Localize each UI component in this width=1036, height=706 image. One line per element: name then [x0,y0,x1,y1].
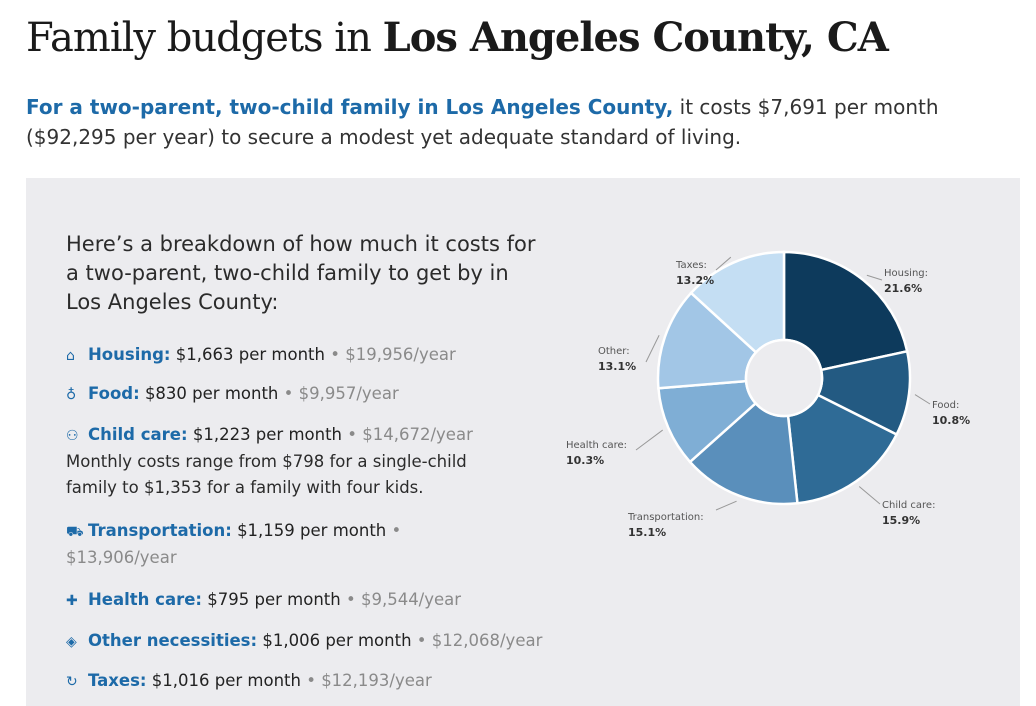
slice-category-label: Health care: [566,440,627,451]
apple-icon: ♁ [66,387,77,403]
title-location: Los Angeles County, CA [382,14,889,61]
leader-line [715,256,732,271]
item-label: Health care: [88,590,203,609]
intro-highlight: For a two-parent, two-child family in Lo… [26,95,674,119]
item-yearly: $14,672/year [362,425,473,444]
item-housing: ⌂ Housing: $1,663 per month • $19,956/yea… [66,342,586,369]
leader-line [914,394,931,405]
slice-category-label: Taxes: [675,260,707,271]
slice-value-label: 10.8% [932,414,970,427]
item-monthly: $1,663 per month [175,345,325,364]
item-health-care: ✚ Health care: $795 per month • $9,544/ye… [66,587,586,614]
slice-value-label: 15.9% [882,514,920,527]
item-child-care: ⚇ Child care: $1,223 per month • $14,672/… [66,422,586,501]
bus-icon: ⛟ [66,524,84,540]
item-label: Transportation: [88,521,232,540]
people-icon: ⚇ [66,428,79,444]
item-separator: • [411,631,432,650]
leader-line [866,274,883,281]
item-separator: • [340,590,361,609]
item-separator: • [300,671,322,690]
tag-icon: ◈ [66,634,77,650]
intro-rest: it costs $7,691 per month ($92,295 per y… [26,95,939,149]
item-monthly: $1,223 per month [192,425,343,444]
slice-value-label: 21.6% [884,282,922,295]
slice-category-label: Transportation: [627,512,704,523]
item-yearly: $9,544/year [360,590,462,609]
slice-category-label: Housing: [884,268,928,279]
item-label: Child care: [88,425,188,444]
item-yearly: $9,957/year [298,384,399,403]
slice-value-label: 15.1% [628,526,666,538]
item-separator: • [278,384,299,403]
slice-value-label: 13.1% [598,360,636,373]
budget-donut-chart: Housing: 21.6% Food: 10.8% Child care: 15.9% T… [566,250,970,538]
item-food: ♁ Food: $830 per month • $9,957/year [66,381,586,408]
item-transportation: ⛟ Transportation: $1,159 per month • $13,… [66,518,436,571]
item-label: Food: [88,384,140,403]
child-care-note: Monthly costs range from $798 for a sing… [66,452,467,497]
item-monthly: $1,159 per month [237,521,387,540]
item-monthly: $830 per month [144,384,279,403]
item-taxes: ↻ Taxes: $1,016 per month • $12,193/year [66,668,586,695]
item-monthly: $1,016 per month [151,671,301,690]
item-separator: • [342,425,363,444]
item-monthly: $795 per month [207,590,341,609]
item-label: Taxes: [88,671,147,690]
page-title: Family budgets in Los Angeles County, CA [26,14,889,61]
slice-value-label: 13.2% [676,274,714,287]
item-label: Housing: [88,345,171,364]
slice-category-label: Child care: [882,500,935,511]
slice-category-label: Other: [598,346,630,357]
item-separator: • [386,521,402,540]
item-monthly: $1,006 per month [262,631,412,650]
leader-line [635,429,663,451]
item-label: Other necessities: [88,631,258,650]
house-icon: ⌂ [66,348,75,364]
budget-panel: Here’s a breakdown of how much it costs … [26,178,1020,706]
donut-hole [744,338,824,418]
title-regular: Family budgets in [26,15,383,61]
leader-line [858,486,881,505]
item-yearly: $12,068/year [431,631,543,650]
item-yearly: $19,956/year [345,345,456,364]
slice-value-label: 10.3% [566,454,604,467]
item-separator: • [324,345,346,364]
leader-line [645,335,660,363]
intro-text: For a two-parent, two-child family in Lo… [26,92,1016,152]
breakdown-lead: Here’s a breakdown of how much it costs … [66,232,536,314]
taxes-icon: ↻ [66,674,78,690]
item-other-necessities: ◈ Other necessities: $1,006 per month • $… [66,628,586,655]
leader-line [715,500,737,511]
item-yearly: $12,193/year [321,671,432,690]
cross-icon: ✚ [66,593,78,609]
item-yearly: $13,906/year [66,548,177,567]
slice-category-label: Food: [932,400,959,411]
